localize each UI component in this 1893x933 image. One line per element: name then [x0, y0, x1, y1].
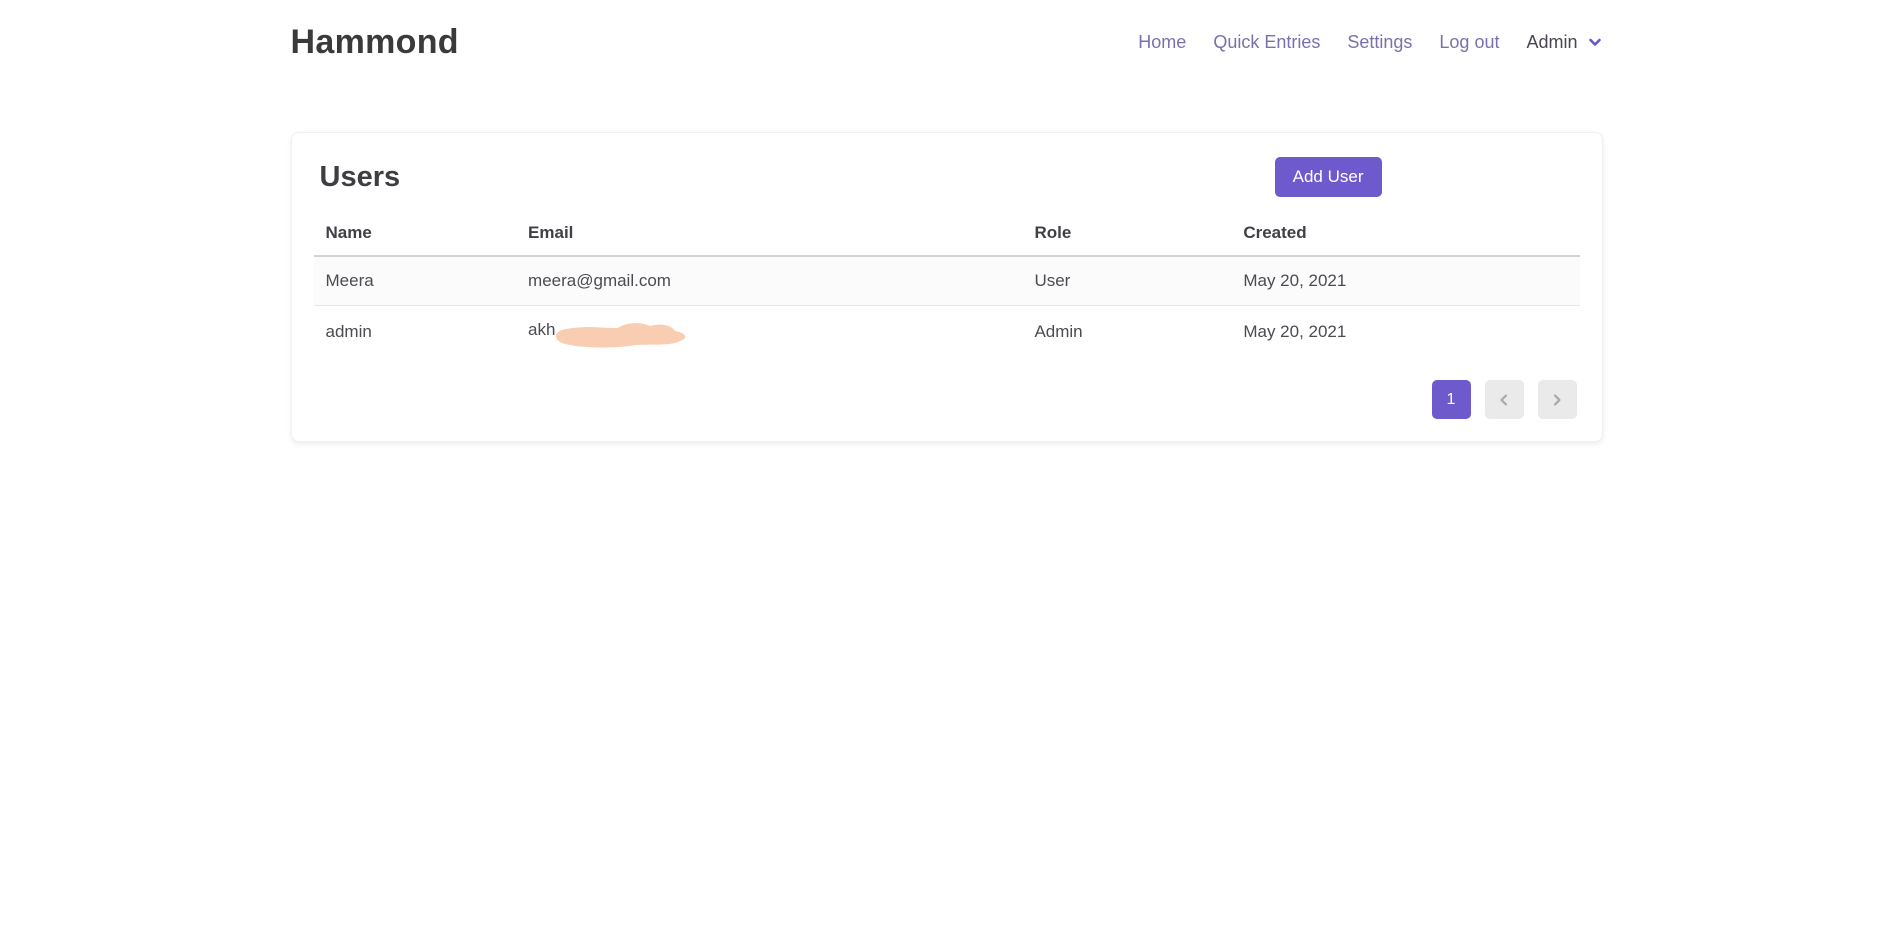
cell-created: May 20, 2021	[1231, 305, 1580, 358]
cell-role: Admin	[1022, 305, 1232, 358]
pagination-prev-button[interactable]	[1484, 380, 1524, 419]
chevron-left-icon	[1500, 393, 1508, 406]
page-title: Users	[319, 161, 401, 193]
pagination-page-1-button[interactable]: 1	[1431, 380, 1471, 419]
cell-name: admin	[313, 305, 517, 358]
column-header-name: Name	[313, 209, 517, 257]
add-user-button[interactable]: Add User	[1274, 157, 1382, 197]
table-header-row: Name Email Role Created	[313, 209, 1580, 257]
users-card: Users Add User Name Email Role Created M…	[290, 132, 1603, 442]
users-card-header: Users Add User	[314, 157, 1580, 197]
pagination: 1	[314, 380, 1580, 419]
table-row: Meera meera@gmail.com User May 20, 2021	[313, 256, 1580, 306]
nav-item-settings[interactable]: Settings	[1347, 31, 1413, 52]
users-table: Name Email Role Created Meera meera@gmai…	[313, 209, 1580, 358]
top-navbar: Hammond Home Quick Entries Settings Log …	[291, 0, 1603, 84]
main-nav: Home Quick Entries Settings Log out Admi…	[1138, 32, 1602, 53]
column-header-email: Email	[516, 209, 1023, 257]
cell-email: meera@gmail.com	[528, 271, 671, 290]
brand-logo[interactable]: Hammond	[290, 22, 459, 61]
redaction-scribble	[556, 323, 686, 348]
user-menu-label: Admin	[1526, 31, 1578, 52]
chevron-down-icon	[1588, 38, 1601, 46]
table-row: admin akh Admin May 20, 2021	[313, 305, 1580, 358]
column-header-created: Created	[1231, 209, 1580, 257]
pagination-next-button[interactable]	[1537, 380, 1577, 419]
cell-role: User	[1034, 271, 1071, 290]
cell-email: akh	[516, 305, 1023, 358]
cell-email-visible-text: akh	[528, 320, 556, 339]
column-header-role: Role	[1022, 209, 1232, 257]
cell-created: May 20, 2021	[1243, 271, 1347, 290]
nav-item-home[interactable]: Home	[1138, 31, 1187, 52]
nav-item-logout[interactable]: Log out	[1439, 31, 1500, 52]
cell-name: Meera	[325, 271, 374, 290]
user-menu-dropdown[interactable]: Admin	[1526, 32, 1602, 53]
nav-item-quick-entries[interactable]: Quick Entries	[1213, 31, 1321, 52]
chevron-right-icon	[1553, 393, 1561, 406]
